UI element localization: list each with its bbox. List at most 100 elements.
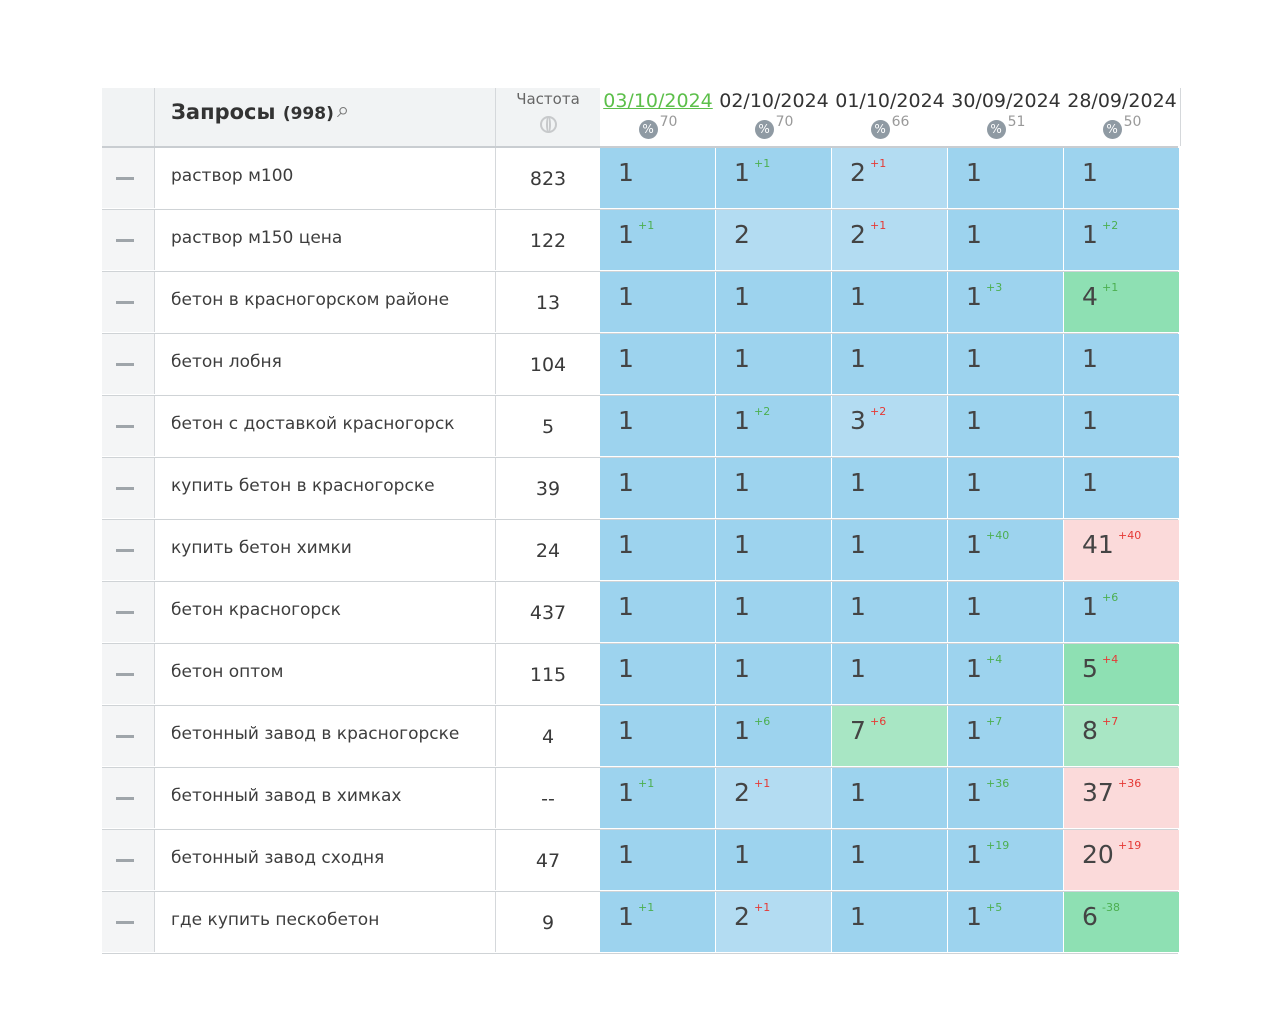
position-cell[interactable]: 1 [716, 830, 832, 890]
position-cell[interactable]: 2 +1 [716, 768, 832, 828]
position-cell[interactable]: 1 [832, 892, 948, 952]
position-cell[interactable]: 1 [1064, 396, 1180, 456]
position-cell[interactable]: 1 [948, 582, 1064, 642]
header-frequency[interactable]: Частота [496, 88, 601, 146]
drag-handle[interactable] [102, 148, 155, 208]
position-cell[interactable]: 1 [948, 396, 1064, 456]
position-cell[interactable]: 1 [948, 458, 1064, 518]
query-cell[interactable]: раствор м150 цена [155, 210, 496, 270]
drag-handle[interactable] [102, 892, 155, 952]
header-queries[interactable]: Запросы (998) ⌕ [155, 88, 496, 146]
drag-handle[interactable] [102, 644, 155, 704]
position-cell[interactable]: 1 [832, 334, 948, 394]
position-cell[interactable]: 2 [716, 210, 832, 270]
drag-handle[interactable] [102, 272, 155, 332]
position-cell[interactable]: 1 [832, 768, 948, 828]
position-cell[interactable]: 2 +1 [716, 892, 832, 952]
query-cell[interactable]: бетон красногорск [155, 582, 496, 642]
position-cell[interactable]: 1 [600, 148, 716, 208]
position-cell[interactable]: 20 +19 [1064, 830, 1180, 890]
position-cell[interactable]: 1 +19 [948, 830, 1064, 890]
drag-handle[interactable] [102, 334, 155, 394]
position-cell[interactable]: 7 +6 [832, 706, 948, 766]
position-cell[interactable]: 1 [600, 830, 716, 890]
position-cell[interactable]: 1 [600, 396, 716, 456]
position-cell[interactable]: 1 [832, 830, 948, 890]
position-cell[interactable]: 1 [716, 582, 832, 642]
position-cell[interactable]: 1 [716, 334, 832, 394]
drag-handle[interactable] [102, 458, 155, 518]
position-cell[interactable]: 1 [600, 520, 716, 580]
position-cell[interactable]: 1 +6 [1064, 582, 1180, 642]
position-cell[interactable]: 1 [948, 148, 1064, 208]
position-cell[interactable]: 1 [600, 272, 716, 332]
position-cell[interactable]: 1 +2 [716, 396, 832, 456]
position-cell[interactable]: 1 [600, 458, 716, 518]
position-cell[interactable]: 1 [1064, 148, 1180, 208]
drag-handle[interactable] [102, 830, 155, 890]
drag-handle[interactable] [102, 520, 155, 580]
drag-handle[interactable] [102, 706, 155, 766]
header-date-4[interactable]: 28/09/2024% 50 [1064, 88, 1181, 146]
position-cell[interactable]: 1 [832, 458, 948, 518]
position-cell[interactable]: 1 +1 [600, 210, 716, 270]
position-cell[interactable]: 1 +6 [716, 706, 832, 766]
position-cell[interactable]: 1 +40 [948, 520, 1064, 580]
drag-handle[interactable] [102, 210, 155, 270]
position-cell[interactable]: 1 [716, 644, 832, 704]
position-cell[interactable]: 1 [948, 210, 1064, 270]
position-cell[interactable]: 1 [832, 520, 948, 580]
query-cell[interactable]: где купить пескобетон [155, 892, 496, 952]
position-cell[interactable]: 6 -38 [1064, 892, 1180, 952]
position-cell[interactable]: 1 +7 [948, 706, 1064, 766]
header-date-1[interactable]: 02/10/2024% 70 [716, 88, 833, 146]
position-cell[interactable]: 8 +7 [1064, 706, 1180, 766]
position-cell[interactable]: 2 +1 [832, 148, 948, 208]
query-cell[interactable]: бетон с доставкой красногорск [155, 396, 496, 456]
query-cell[interactable]: бетон в красногорском районе [155, 272, 496, 332]
position-cell[interactable]: 1 [832, 582, 948, 642]
position-cell[interactable]: 1 [1064, 458, 1180, 518]
position-cell[interactable]: 1 +2 [1064, 210, 1180, 270]
position-cell[interactable]: 1 +1 [600, 768, 716, 828]
query-cell[interactable]: бетонный завод в красногорске [155, 706, 496, 766]
position-cell[interactable]: 1 +4 [948, 644, 1064, 704]
position-cell[interactable]: 1 [1064, 334, 1180, 394]
query-cell[interactable]: бетон лобня [155, 334, 496, 394]
position-cell[interactable]: 37 +36 [1064, 768, 1180, 828]
position-cell[interactable]: 1 +36 [948, 768, 1064, 828]
query-cell[interactable]: купить бетон химки [155, 520, 496, 580]
globe-icon[interactable] [539, 116, 557, 133]
header-date-2[interactable]: 01/10/2024% 66 [832, 88, 949, 146]
position-cell[interactable]: 1 [600, 706, 716, 766]
date-label[interactable]: 01/10/2024 [835, 90, 945, 112]
position-cell[interactable]: 1 +1 [716, 148, 832, 208]
date-label[interactable]: 28/09/2024 [1067, 90, 1177, 112]
position-cell[interactable]: 1 +3 [948, 272, 1064, 332]
search-icon[interactable]: ⌕ [337, 98, 350, 123]
position-cell[interactable]: 1 [716, 458, 832, 518]
position-cell[interactable]: 1 [600, 644, 716, 704]
position-cell[interactable]: 3 +2 [832, 396, 948, 456]
date-label[interactable]: 30/09/2024 [951, 90, 1061, 112]
position-cell[interactable]: 5 +4 [1064, 644, 1180, 704]
position-cell[interactable]: 1 [832, 272, 948, 332]
drag-handle[interactable] [102, 768, 155, 828]
position-cell[interactable]: 1 [600, 334, 716, 394]
position-cell[interactable]: 4 +1 [1064, 272, 1180, 332]
position-cell[interactable]: 41 +40 [1064, 520, 1180, 580]
query-cell[interactable]: бетонный завод сходня [155, 830, 496, 890]
date-label[interactable]: 02/10/2024 [719, 90, 829, 112]
position-cell[interactable]: 1 [716, 272, 832, 332]
query-cell[interactable]: бетонный завод в химках [155, 768, 496, 828]
query-cell[interactable]: раствор м100 [155, 148, 496, 208]
position-cell[interactable]: 1 +5 [948, 892, 1064, 952]
query-cell[interactable]: бетон оптом [155, 644, 496, 704]
position-cell[interactable]: 1 [716, 520, 832, 580]
query-cell[interactable]: купить бетон в красногорске [155, 458, 496, 518]
position-cell[interactable]: 1 [600, 582, 716, 642]
position-cell[interactable]: 1 [948, 334, 1064, 394]
position-cell[interactable]: 1 [832, 644, 948, 704]
position-cell[interactable]: 2 +1 [832, 210, 948, 270]
header-date-0[interactable]: 03/10/2024% 70 [600, 88, 717, 146]
